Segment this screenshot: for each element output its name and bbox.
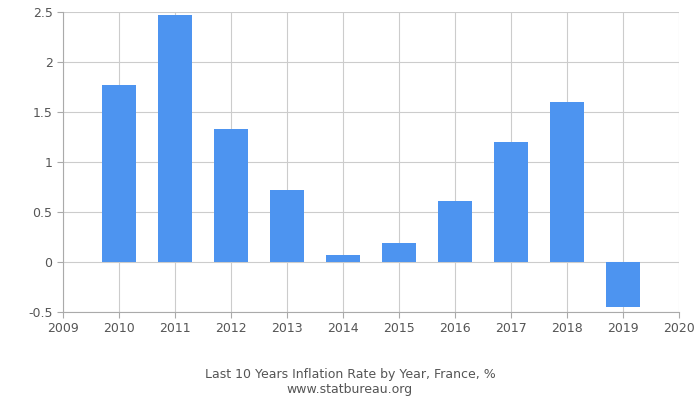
Text: Last 10 Years Inflation Rate by Year, France, %
www.statbureau.org: Last 10 Years Inflation Rate by Year, Fr… (204, 368, 496, 396)
Bar (494, 142, 528, 262)
Bar (102, 85, 136, 262)
Bar (550, 102, 584, 262)
Bar (438, 201, 472, 262)
Bar (326, 255, 360, 262)
Bar (382, 243, 416, 262)
Bar (214, 129, 248, 262)
Bar (158, 15, 192, 262)
Bar (270, 190, 304, 262)
Bar (606, 262, 640, 307)
